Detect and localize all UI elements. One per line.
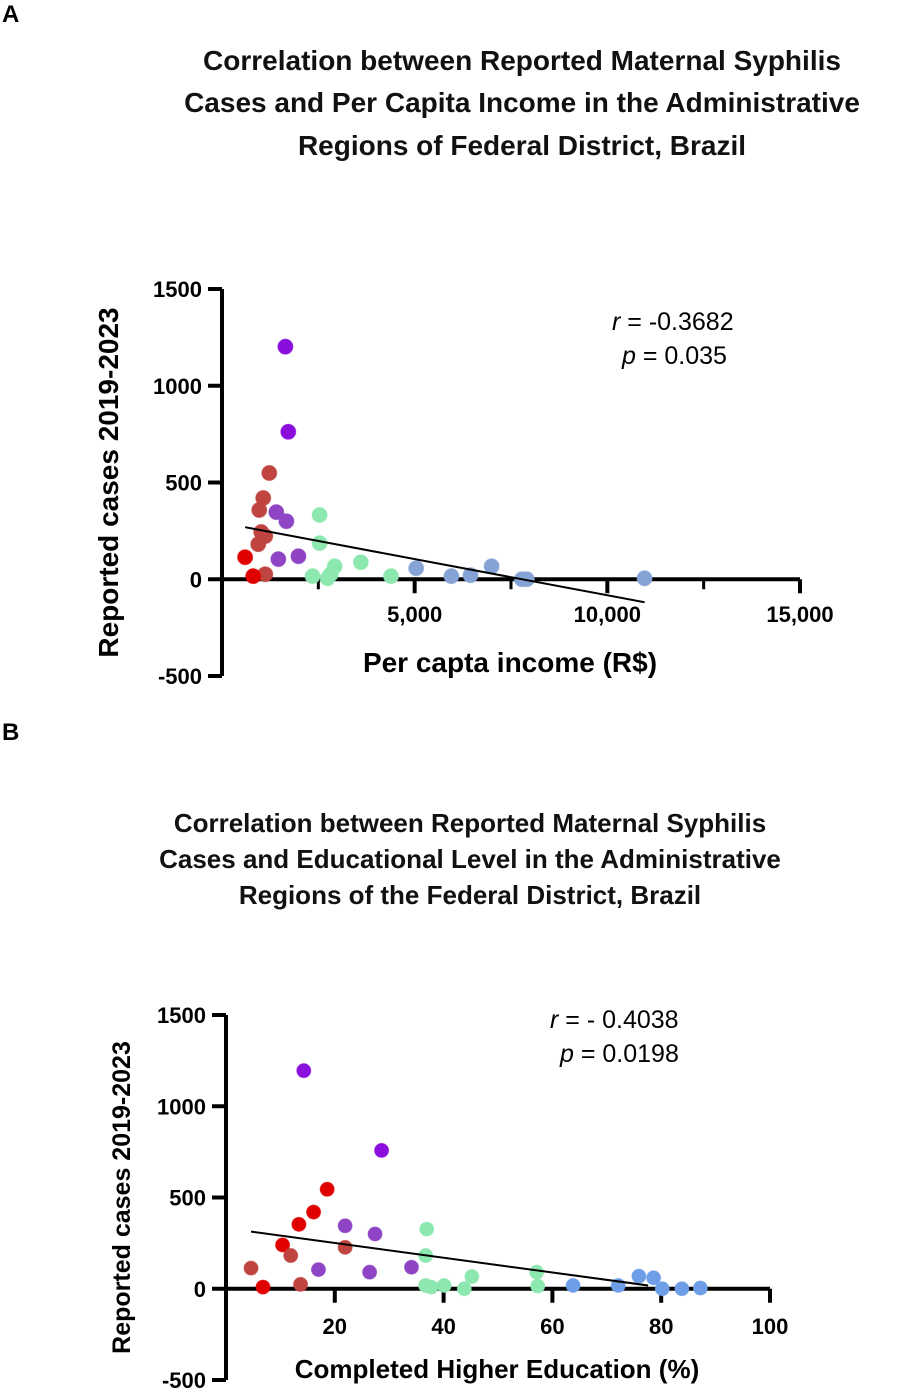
y-tick-label: -500 [158, 664, 202, 689]
data-point-red [245, 568, 262, 585]
x-tick-label: 40 [431, 1314, 455, 1339]
data-point-red [291, 1216, 307, 1232]
data-point-blue [654, 1281, 670, 1297]
data-point-green [530, 1278, 546, 1294]
data-point-dark-purple [296, 1063, 312, 1079]
data-point-green [419, 1221, 435, 1237]
data-point-purple [268, 504, 285, 521]
data-point-green [436, 1277, 452, 1293]
data-point-brown [243, 1260, 259, 1276]
data-point-brown [337, 1239, 353, 1255]
data-point-purple [278, 513, 295, 530]
y-tick-label: 500 [169, 1186, 206, 1211]
data-point-red [306, 1204, 322, 1220]
panel-label: A [2, 1, 19, 28]
data-point-dark-purple [374, 1142, 390, 1158]
data-point-purple [367, 1226, 383, 1242]
y-axis-label: Reported cases 2019-2023 [93, 307, 124, 657]
data-point-blue [462, 567, 479, 584]
x-axis-label: Per capta income (R$) [363, 647, 657, 678]
p-value: = 0.0198 [574, 1040, 679, 1068]
data-point-blue [646, 1270, 662, 1286]
data-point-purple [310, 1262, 326, 1278]
chart-title-line: Correlation between Reported Maternal Sy… [174, 808, 766, 838]
panel-label: B [2, 719, 19, 746]
data-point-green [311, 507, 328, 524]
y-tick-label: 1000 [153, 374, 202, 399]
data-point-brown [283, 1248, 299, 1264]
p-annotation: p = 0.0198 [559, 1040, 679, 1068]
data-point-red [255, 1279, 271, 1295]
data-point-green [464, 1269, 480, 1285]
x-tick-label: 10,000 [574, 602, 641, 627]
chart-title-line: Cases and Educational Level in the Admin… [159, 844, 781, 874]
data-point-red [319, 1181, 335, 1197]
data-point-green [352, 554, 369, 571]
chart-title-line: Regions of Federal District, Brazil [298, 130, 746, 161]
data-point-green [383, 568, 400, 585]
chart-panel-b: B Correlation between Reported Maternal S… [2, 719, 788, 1392]
y-tick-label: 1000 [157, 1094, 206, 1119]
data-point-purple [404, 1259, 420, 1275]
p-value: = 0.035 [636, 342, 727, 370]
data-point-brown [293, 1276, 309, 1292]
data-point-red [237, 549, 254, 566]
data-point-green [456, 1281, 472, 1297]
y-tick-label: 1500 [153, 277, 202, 302]
data-point-blue [408, 560, 425, 577]
p-symbol: p [621, 342, 636, 370]
x-tick-label: 80 [649, 1314, 673, 1339]
data-point-blue [443, 568, 460, 585]
data-point-dark-purple [277, 338, 294, 355]
x-tick-label: 20 [323, 1314, 347, 1339]
data-point-green [304, 568, 321, 585]
r-value: = -0.3682 [620, 308, 733, 336]
data-point-brown [250, 536, 267, 553]
x-tick-label: 15,000 [766, 602, 833, 627]
chart-title-line: Correlation between Reported Maternal Sy… [203, 45, 841, 76]
data-point-blue [565, 1277, 581, 1293]
data-point-purple [290, 548, 307, 565]
regression-line [250, 1230, 649, 1287]
data-point-blue [674, 1281, 690, 1297]
data-point-green [423, 1279, 439, 1295]
y-tick-label: 0 [194, 1277, 206, 1302]
r-annotation: r = -0.3682 [612, 308, 734, 336]
data-point-brown [251, 501, 268, 518]
data-point-dark-purple [280, 423, 297, 440]
y-tick-label: 500 [165, 471, 202, 496]
data-point-blue [692, 1280, 708, 1296]
r-symbol: r [612, 308, 622, 336]
data-point-blue [636, 570, 653, 587]
x-tick-label: 100 [752, 1314, 789, 1339]
r-annotation: r = - 0.4038 [550, 1006, 679, 1034]
y-tick-label: 1500 [157, 1003, 206, 1028]
x-axis-label: Completed Higher Education (%) [295, 1354, 699, 1384]
chart-title-line: Regions of the Federal District, Brazil [239, 880, 701, 910]
y-axis-label: Reported cases 2019-2023 [108, 1041, 136, 1354]
data-point-brown [261, 465, 278, 482]
data-point-purple [337, 1218, 353, 1234]
y-tick-label: -500 [162, 1368, 206, 1392]
p-annotation: p = 0.035 [621, 342, 727, 370]
y-tick-label: 0 [190, 567, 202, 592]
chart-panel-a: A Correlation between Reported Maternal S… [2, 1, 860, 689]
p-symbol: p [559, 1040, 574, 1068]
data-point-green [529, 1264, 545, 1280]
r-value: = - 0.4038 [558, 1006, 678, 1034]
data-point-blue [631, 1268, 647, 1284]
x-tick-label: 5,000 [387, 602, 442, 627]
data-point-red [275, 1237, 291, 1253]
chart-title-line: Cases and Per Capita Income in the Admin… [184, 87, 860, 118]
data-point-purple [362, 1264, 378, 1280]
data-point-purple [270, 551, 287, 568]
regression-line [244, 526, 645, 604]
data-point-green [322, 566, 339, 583]
r-symbol: r [550, 1006, 560, 1034]
x-tick-label: 60 [540, 1314, 564, 1339]
